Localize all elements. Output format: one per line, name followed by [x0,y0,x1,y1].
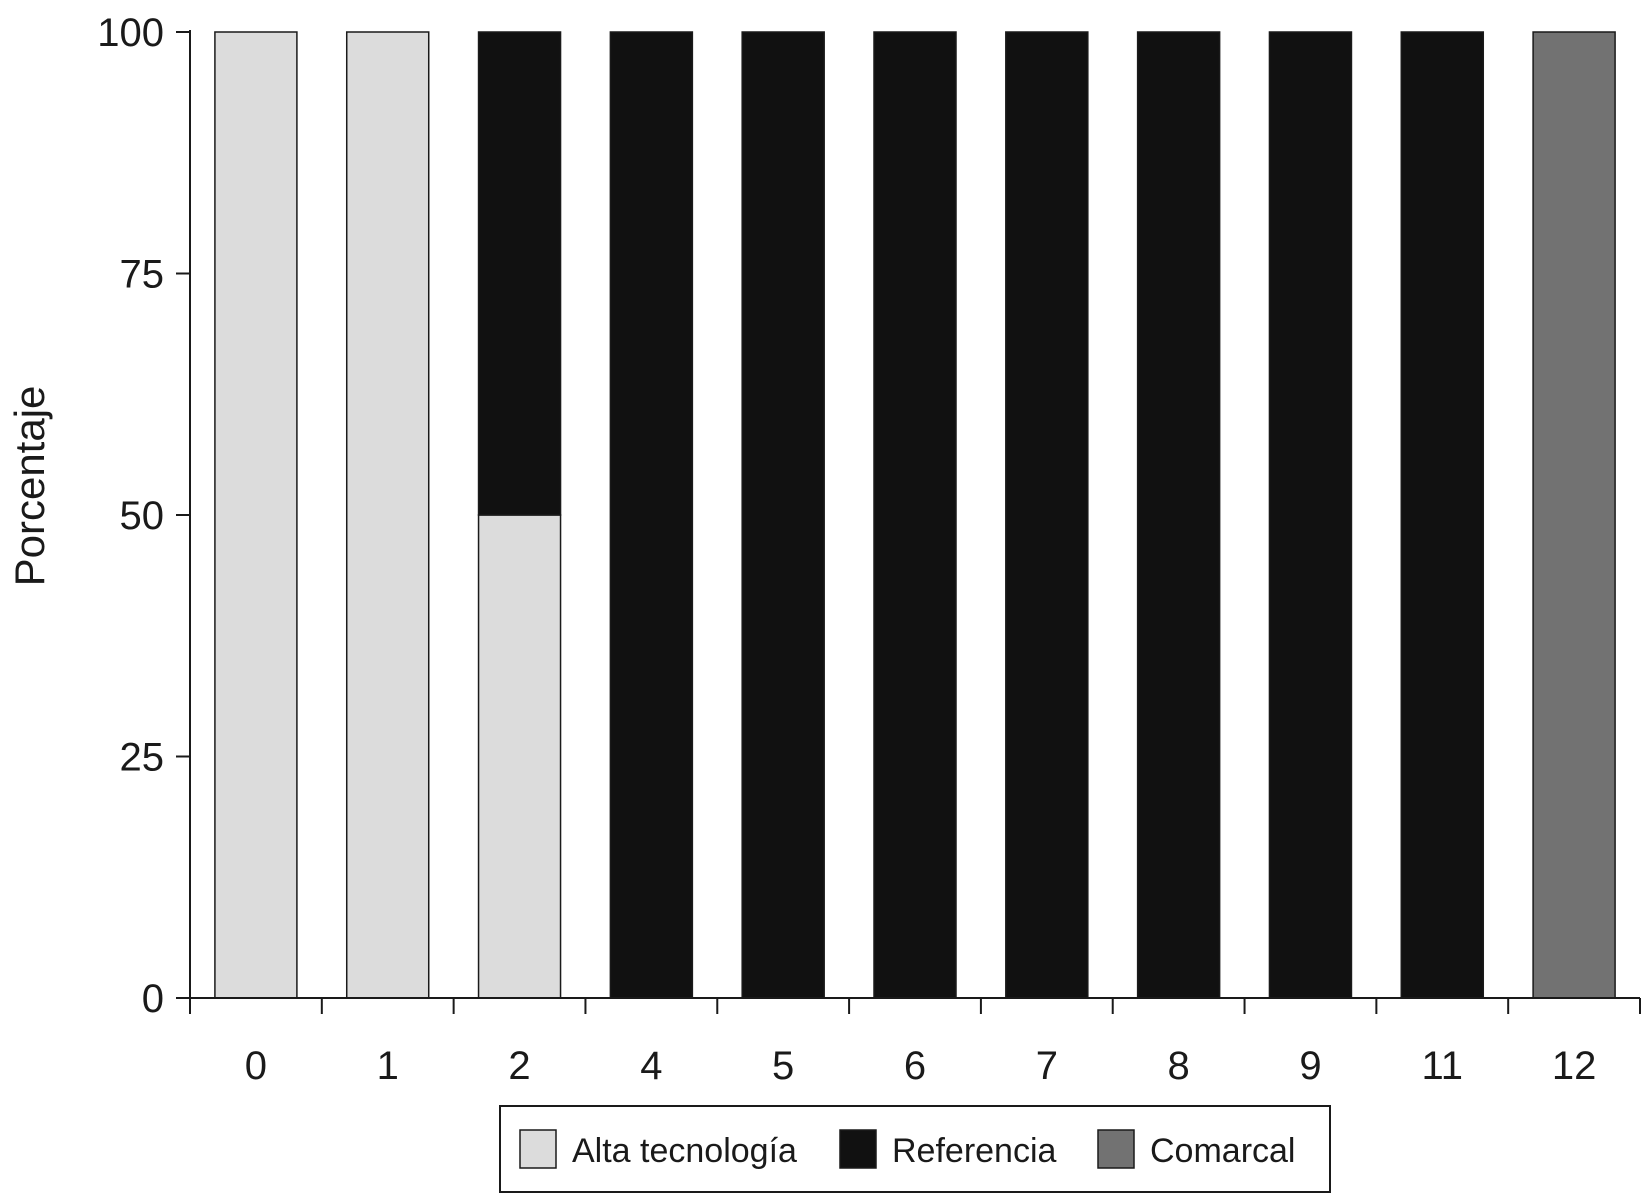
x-tick-label: 9 [1299,1044,1321,1088]
y-tick-label: 100 [97,11,164,55]
legend: Alta tecnología Referencia Comarcal [499,1105,1331,1193]
y-tick-label: 0 [142,977,164,1021]
x-tick-label: 12 [1552,1044,1597,1088]
bar-4-series-1 [609,31,694,999]
bar-2-series-1 [477,31,562,516]
x-tick-label: 6 [904,1044,926,1088]
x-tick-label: 8 [1168,1044,1190,1088]
bar-0-series-0 [214,31,298,999]
plot-area [214,31,1616,999]
legend-label-0: Alta tecnología [572,1132,797,1170]
bar-11-series-1 [1400,31,1485,999]
x-tick-label: 1 [377,1044,399,1088]
bar-8-series-1 [1136,31,1221,999]
x-tick-label: 0 [245,1044,267,1088]
bar-5-series-1 [741,31,825,999]
bar-6-series-1 [873,31,957,999]
bar-7-series-1 [1005,31,1089,999]
bar-2-series-0 [477,514,562,999]
bar-1-series-0 [345,31,430,999]
bar-12-series-2 [1532,31,1616,999]
x-tick-label: 7 [1036,1044,1058,1088]
x-tick-label: 11 [1422,1044,1464,1088]
y-tick-label: 50 [120,494,165,538]
legend-label-1: Referencia [892,1132,1057,1170]
bar-9-series-1 [1268,31,1353,999]
x-tick-label: 4 [640,1044,662,1088]
y-axis-label: Porcentaje [6,386,53,587]
legend-box [499,1105,1331,1193]
legend-label-2: Comarcal [1150,1132,1295,1170]
legend-swatch-1 [839,1129,877,1169]
x-tick-label: 2 [508,1044,530,1088]
y-tick-label: 25 [120,736,165,780]
legend-swatch-0 [519,1129,557,1169]
x-tick-label: 5 [772,1044,794,1088]
y-tick-label: 75 [120,253,165,297]
legend-swatch-2 [1097,1129,1135,1169]
